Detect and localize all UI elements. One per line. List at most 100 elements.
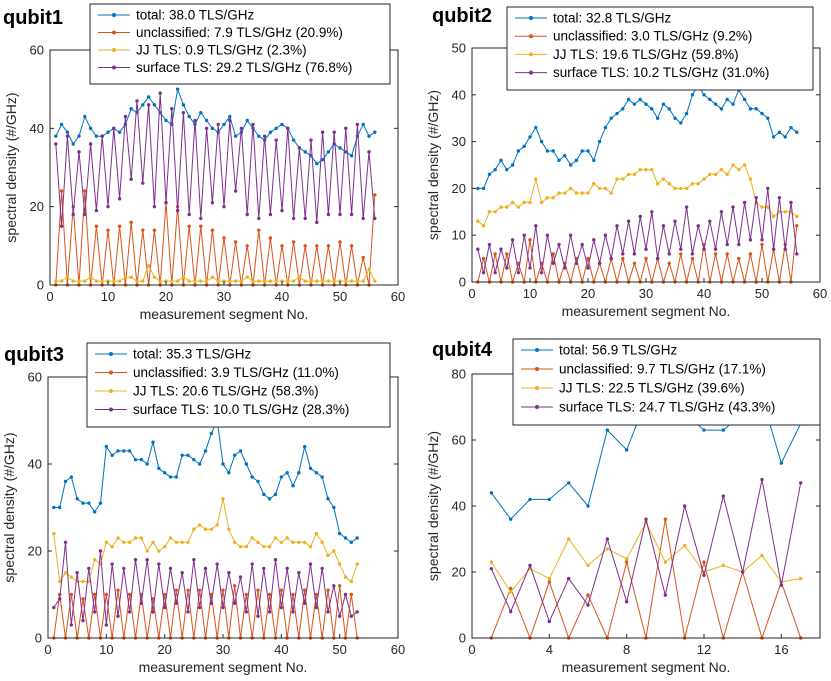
data-point-surface: [175, 208, 180, 213]
data-point-total: [203, 449, 208, 453]
legend-marker-unclassified: [535, 367, 539, 371]
x-tick-label: 0: [468, 642, 475, 657]
data-point-jj: [291, 279, 296, 283]
x-tick-label: 60: [391, 289, 405, 304]
x-tick-label: 50: [333, 289, 347, 304]
data-point-jj: [361, 279, 365, 283]
data-point-total: [139, 457, 144, 462]
data-point-total: [285, 471, 289, 475]
data-point-surface: [489, 567, 494, 571]
legend-label-surface: surface TLS: 10.0 TLS/GHz (28.3%): [133, 402, 349, 417]
data-point-surface: [77, 150, 81, 154]
data-point-unclassified: [624, 560, 629, 564]
data-point-surface: [145, 558, 149, 562]
data-point-jj: [175, 279, 180, 283]
data-point-surface: [268, 212, 273, 217]
data-point-surface: [731, 205, 735, 209]
data-point-unclassified: [186, 588, 190, 592]
data-point-surface: [112, 126, 116, 131]
data-point-total: [297, 471, 301, 475]
legend-marker-total: [112, 13, 116, 17]
data-point-surface: [65, 134, 70, 138]
data-point-surface: [174, 601, 179, 605]
data-point-surface: [673, 219, 677, 223]
data-point-total: [291, 138, 296, 142]
data-point-jj: [713, 172, 718, 177]
data-point-unclassified: [737, 256, 741, 261]
data-point-surface: [297, 571, 301, 575]
data-point-unclassified: [232, 584, 237, 588]
data-point-surface: [279, 605, 284, 610]
data-point-jj: [192, 527, 196, 531]
data-point-surface: [779, 583, 784, 587]
y-tick-label: 0: [35, 631, 42, 646]
data-point-jj: [344, 279, 348, 283]
data-point-jj: [719, 167, 724, 172]
data-point-jj: [708, 172, 712, 177]
series-line-surface: [477, 188, 798, 273]
data-point-unclassified: [315, 244, 319, 248]
data-point-jj: [267, 544, 272, 549]
data-point-surface: [314, 605, 319, 610]
x-tick-label: 0: [468, 286, 475, 301]
data-point-surface: [285, 566, 289, 571]
data-point-total: [273, 492, 278, 497]
data-point-total: [609, 116, 613, 120]
data-point-unclassified: [197, 588, 202, 592]
data-point-total: [222, 122, 226, 127]
data-point-surface: [661, 224, 666, 228]
data-point-total: [87, 501, 91, 505]
data-point-jj: [297, 275, 302, 279]
data-point-surface: [303, 216, 307, 221]
data-point-surface: [679, 247, 683, 251]
data-point-total: [679, 121, 683, 125]
data-point-total: [256, 479, 260, 484]
data-point-total: [771, 135, 776, 139]
data-point-total: [661, 102, 666, 106]
data-point-unclassified: [303, 244, 307, 248]
data-point-unclassified: [280, 244, 284, 248]
data-point-jj: [522, 200, 526, 205]
data-point-surface: [170, 107, 174, 111]
data-point-total: [522, 144, 526, 148]
legend-label-jj: JJ TLS: 19.6 TLS/GHz (59.8%): [553, 47, 739, 62]
data-point-jj: [250, 536, 254, 540]
data-point-unclassified: [267, 592, 272, 597]
series-group: [54, 87, 377, 287]
data-point-jj: [332, 549, 336, 553]
x-tick-label: 30: [217, 289, 231, 304]
data-point-unclassified: [291, 592, 295, 597]
data-point-total: [146, 95, 151, 99]
data-point-total: [98, 501, 103, 505]
data-point-jj: [63, 571, 68, 575]
data-point-total: [338, 146, 342, 150]
data-point-jj: [605, 547, 610, 551]
data-point-total: [232, 453, 237, 457]
data-point-surface: [122, 566, 126, 571]
data-point-jj: [355, 279, 360, 283]
data-point-surface: [566, 576, 571, 581]
data-point-unclassified: [106, 228, 110, 232]
data-point-total: [349, 540, 354, 544]
data-point-jj: [563, 191, 567, 195]
data-point-surface: [655, 256, 660, 261]
data-point-jj: [320, 540, 324, 544]
data-point-total: [528, 135, 532, 139]
data-point-jj: [682, 543, 687, 548]
data-point-unclassified: [679, 252, 683, 256]
data-point-total: [122, 449, 126, 453]
legend-box: [512, 338, 821, 426]
data-point-jj: [580, 191, 584, 195]
data-point-total: [57, 505, 62, 510]
y-tick-label: 60: [30, 43, 44, 58]
data-point-total: [320, 475, 324, 479]
data-point-total: [75, 497, 79, 501]
data-point-total: [783, 135, 787, 139]
data-point-total: [597, 139, 602, 144]
data-point-jj: [92, 558, 97, 562]
data-point-total: [63, 479, 68, 484]
data-point-total: [644, 102, 648, 106]
data-point-jj: [632, 172, 637, 177]
legend: total: 32.8 TLS/GHz unclassified: 3.0 TLS…: [506, 6, 814, 91]
data-point-total: [779, 461, 784, 465]
